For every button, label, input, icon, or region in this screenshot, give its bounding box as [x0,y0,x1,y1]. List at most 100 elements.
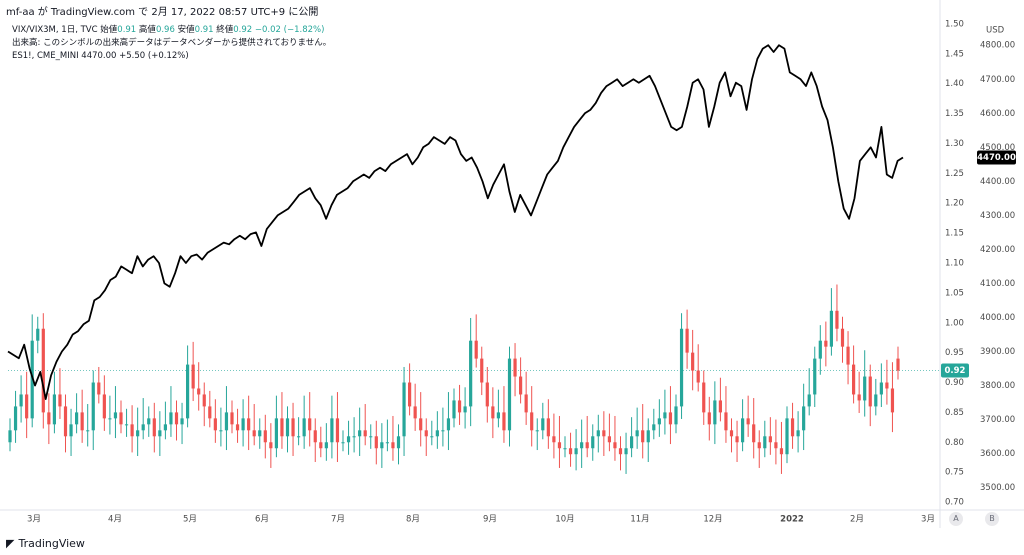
candle-body[interactable] [624,448,628,455]
candle-body[interactable] [191,364,195,389]
candle-body[interactable] [269,442,273,449]
candle-body[interactable] [546,418,550,437]
candle-body[interactable] [729,430,734,437]
candle-body[interactable] [258,430,262,437]
candle-body[interactable] [641,430,645,443]
candle-body[interactable] [657,418,661,425]
candle-body[interactable] [485,382,489,407]
candle-body[interactable] [335,418,340,443]
candle-body[interactable] [297,436,301,438]
candle-body[interactable] [702,382,706,413]
candle-body[interactable] [435,430,439,437]
candle-body[interactable] [396,436,401,449]
candle-body[interactable] [535,430,539,432]
candle-body[interactable] [352,436,356,438]
candle-body[interactable] [890,388,895,413]
candle-body[interactable] [213,418,217,431]
candle-body[interactable] [108,418,112,420]
candle-body[interactable] [685,328,689,353]
candle-body[interactable] [507,358,512,431]
candle-body[interactable] [430,436,434,438]
candle-body[interactable] [174,412,179,425]
candle-body[interactable] [302,418,306,437]
candle-body[interactable] [863,376,867,401]
candle-body[interactable] [113,412,118,419]
candle-body[interactable] [668,412,673,425]
candle-body[interactable] [330,418,334,443]
candle-body[interactable] [124,424,129,426]
candle-body[interactable] [652,424,656,431]
candle-body[interactable] [147,418,151,425]
candle-body[interactable] [602,430,606,437]
candle-body[interactable] [879,382,883,395]
candle-body[interactable] [452,400,456,419]
tradingview-logo[interactable]: ◤ TradingView [6,537,85,550]
candle-body[interactable] [646,430,650,443]
candle-body[interactable] [785,418,789,455]
candle-body[interactable] [319,442,323,449]
candle-body[interactable] [868,376,872,407]
candle-body[interactable] [263,430,267,443]
candle-body[interactable] [208,406,212,419]
candle-body[interactable] [163,424,167,431]
candle-body[interactable] [457,400,462,413]
candle-body[interactable] [596,430,600,437]
candle-body[interactable] [180,418,184,425]
log-scale-button[interactable]: B [985,512,999,526]
candle-body[interactable] [97,382,101,395]
candle-body[interactable] [835,310,839,329]
candle-body[interactable] [519,376,523,395]
candle-body[interactable] [591,436,595,449]
candle-body[interactable] [152,418,156,437]
candle-body[interactable] [607,436,611,443]
candle-body[interactable] [829,310,833,347]
candle-body[interactable] [618,448,623,455]
candle-body[interactable] [230,412,234,425]
candle-body[interactable] [663,412,667,419]
candle-body[interactable] [679,328,684,407]
candle-body[interactable] [846,346,850,365]
candle-body[interactable] [291,418,295,437]
candle-body[interactable] [824,340,828,347]
candle-body[interactable] [374,436,378,449]
candle-body[interactable] [235,424,240,431]
candle-body[interactable] [219,430,223,432]
candle-body[interactable] [346,436,351,443]
candle-body[interactable] [502,412,506,431]
candle-body[interactable] [8,430,12,443]
candle-body[interactable] [47,412,51,425]
candle-body[interactable] [52,394,56,425]
candle-body[interactable] [802,406,806,431]
candle-body[interactable] [63,406,68,437]
candle-body[interactable] [707,412,711,425]
candle-body[interactable] [563,448,567,450]
candle-body[interactable] [524,394,528,413]
candle-body[interactable] [341,442,345,444]
candle-body[interactable] [568,448,573,455]
candle-body[interactable] [818,340,822,359]
candle-body[interactable] [102,394,106,419]
candle-body[interactable] [630,436,634,449]
candle-body[interactable] [813,358,817,395]
candle-body[interactable] [385,442,389,444]
candle-body[interactable] [691,352,695,371]
candle-body[interactable] [402,382,406,437]
candle-body[interactable] [91,382,95,431]
candle-body[interactable] [58,394,62,407]
candle-body[interactable] [885,382,889,389]
candle-body[interactable] [474,340,478,359]
candle-body[interactable] [25,394,29,419]
candle-body[interactable] [413,406,417,419]
candle-body[interactable] [491,406,495,419]
candle-body[interactable] [41,328,45,413]
candle-body[interactable] [874,394,878,407]
candle-body[interactable] [141,424,145,431]
candle-body[interactable] [480,358,484,383]
candle-body[interactable] [69,424,73,437]
candle-body[interactable] [513,358,517,377]
candle-body[interactable] [574,448,578,455]
candle-body[interactable] [580,442,584,449]
candle-body[interactable] [280,418,284,437]
candle-body[interactable] [896,358,900,371]
candle-body[interactable] [424,430,428,437]
